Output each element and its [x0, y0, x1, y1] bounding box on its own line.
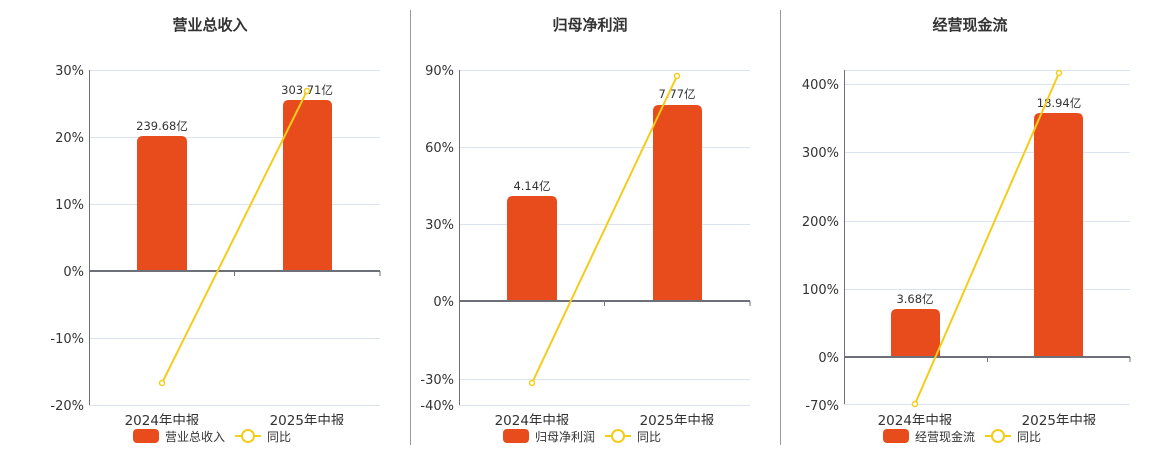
svg-text:2025年中报: 2025年中报	[1022, 413, 1097, 425]
y-axis-labels: 30% 20% 10% 0% -10% -20%	[50, 64, 84, 414]
chart-legend: 经营现金流 同比	[883, 428, 1041, 444]
svg-text:-10%: -10%	[50, 332, 84, 347]
svg-text:-40%: -40%	[420, 399, 454, 414]
svg-text:200%: 200%	[802, 215, 839, 230]
svg-text:2025年中报: 2025年中报	[640, 413, 715, 425]
legend-line-icon[interactable]	[985, 429, 1012, 443]
legend-line-icon[interactable]	[235, 429, 262, 443]
panel-divider	[780, 10, 781, 445]
svg-text:10%: 10%	[55, 198, 84, 213]
chart-title: 归母净利润	[552, 16, 628, 34]
svg-text:100%: 100%	[802, 283, 839, 298]
chart-legend: 营业总收入 同比	[133, 428, 291, 444]
svg-text:-30%: -30%	[420, 373, 454, 388]
chart-plot: 90% 60% 30% 0% -30% -40% 4.14亿 7.77亿 202…	[420, 64, 751, 425]
x-axis-labels: 2024年中报 2025年中报	[878, 413, 1097, 425]
yoy-line	[911, 69, 1063, 408]
svg-text:-70%: -70%	[805, 399, 839, 414]
chart-title: 经营现金流	[932, 16, 1008, 34]
legend-bar-swatch[interactable]	[503, 429, 529, 443]
y-axis-labels: 400% 300% 200% 100% 0% -70%	[802, 78, 839, 414]
svg-text:300%: 300%	[802, 146, 839, 161]
legend-line-icon[interactable]	[605, 429, 632, 443]
chart-panel-operating-cash-flow: 经营现金流 400% 300% 200% 100% 0% -70% 3.68亿 …	[780, 0, 1160, 450]
bars	[891, 113, 1083, 357]
yoy-line	[528, 72, 681, 387]
legend-line-label[interactable]: 同比	[267, 429, 292, 444]
svg-text:239.68亿: 239.68亿	[136, 119, 188, 133]
chart-plot: 400% 300% 200% 100% 0% -70% 3.68亿 18.94亿…	[802, 69, 1131, 425]
chart-legend: 归母净利润 同比	[503, 428, 661, 444]
svg-text:20%: 20%	[55, 131, 84, 146]
x-axis-labels: 2024年中报 2025年中报	[125, 413, 345, 425]
svg-text:60%: 60%	[425, 141, 454, 156]
svg-text:2024年中报: 2024年中报	[125, 413, 200, 425]
svg-text:-20%: -20%	[50, 399, 84, 414]
panel-divider	[410, 10, 411, 445]
svg-text:30%: 30%	[55, 64, 84, 79]
bars	[507, 105, 702, 301]
x-axis-labels: 2024年中报 2025年中报	[495, 413, 715, 425]
legend-bar-label[interactable]: 经营现金流	[915, 429, 976, 444]
svg-text:90%: 90%	[425, 64, 454, 79]
svg-text:4.14亿: 4.14亿	[513, 179, 550, 193]
svg-text:2024年中报: 2024年中报	[878, 413, 953, 425]
legend-bar-swatch[interactable]	[133, 429, 159, 443]
svg-text:0%: 0%	[433, 295, 454, 310]
bars	[137, 100, 332, 271]
svg-text:0%: 0%	[818, 351, 839, 366]
chart-panel-net-profit: 归母净利润 90% 60% 30% 0% -30% -40% 4.14亿 7.7…	[410, 0, 780, 450]
svg-text:2024年中报: 2024年中报	[495, 413, 570, 425]
svg-text:3.68亿: 3.68亿	[896, 292, 933, 306]
legend-line-label[interactable]: 同比	[1017, 429, 1042, 444]
legend-bar-swatch[interactable]	[883, 429, 909, 443]
svg-text:400%: 400%	[802, 78, 839, 93]
svg-text:30%: 30%	[425, 218, 454, 233]
svg-text:2025年中报: 2025年中报	[270, 413, 345, 425]
chart-panel-revenue: 营业总收入 30% 20% 10% 0% -10% -20% 239.68亿 3…	[0, 0, 405, 450]
gridlines	[459, 70, 750, 406]
legend-line-label[interactable]: 同比	[637, 429, 662, 444]
svg-text:0%: 0%	[63, 265, 84, 280]
chart-title: 营业总收入	[172, 16, 248, 34]
yoy-line	[158, 87, 311, 387]
legend-bar-label[interactable]: 营业总收入	[165, 429, 226, 444]
y-axis-labels: 90% 60% 30% 0% -30% -40%	[420, 64, 454, 414]
legend-bar-label[interactable]: 归母净利润	[535, 429, 596, 444]
svg-text:7.77亿: 7.77亿	[658, 87, 695, 101]
chart-plot: 30% 20% 10% 0% -10% -20% 239.68亿 303.71亿…	[50, 64, 381, 425]
